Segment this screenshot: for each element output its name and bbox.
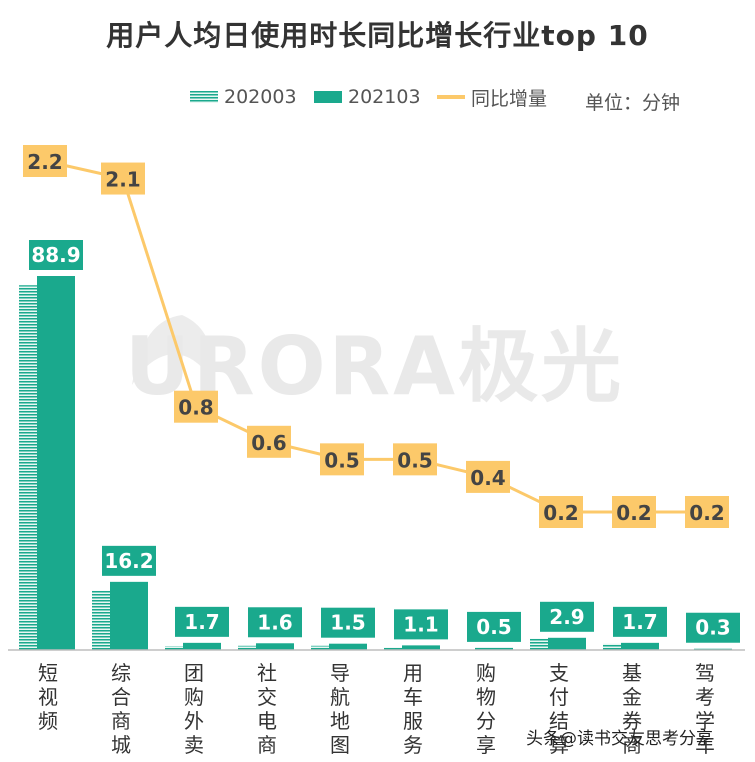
category-label-3: 社交电商 — [257, 661, 277, 757]
legend-swatch-202103 — [314, 91, 342, 103]
category-label-0: 短视频 — [38, 661, 58, 733]
bar-202003-2 — [165, 646, 183, 650]
bar-202103-4 — [329, 643, 367, 650]
bar-label-box-1 — [102, 545, 156, 576]
bar-value-label-9: 0.3 — [695, 616, 730, 640]
bar-202103-1 — [110, 581, 148, 650]
category-label-7: 支付结算 — [549, 661, 569, 757]
bar-value-label-4: 1.5 — [330, 611, 365, 635]
yoy-value-label-2: 0.8 — [178, 396, 213, 420]
yoy-value-label-8: 0.2 — [616, 501, 651, 525]
bar-202003-1 — [92, 590, 110, 650]
yoy-value-label-3: 0.6 — [251, 431, 286, 455]
legend-item-yoy: 同比增量 — [437, 84, 547, 110]
yoy-value-label-5: 0.5 — [397, 448, 432, 472]
bar-202103-2 — [183, 642, 221, 650]
legend-item-202003: 202003 — [190, 84, 297, 110]
bar-label-box-9 — [686, 612, 740, 643]
bar-label-box-7 — [540, 601, 594, 632]
legend-label-yoy: 同比增量 — [471, 87, 548, 110]
bar-202003-0 — [19, 285, 37, 650]
bar-label-box-2 — [175, 606, 229, 637]
bar-label-box-0 — [29, 240, 83, 270]
yoy-value-label-9: 0.2 — [689, 501, 724, 525]
yoy-label-box-6 — [466, 460, 510, 493]
bar-label-box-8 — [613, 606, 667, 637]
unit-label: 单位：分钟 — [585, 92, 681, 114]
bar-label-box-6 — [467, 611, 521, 642]
bar-202003-5 — [384, 647, 402, 650]
yoy-value-label-1: 2.1 — [105, 168, 140, 192]
legend-item-202103: 202103 — [314, 84, 421, 110]
bar-value-label-3: 1.6 — [257, 610, 292, 634]
category-label-4: 导航地图 — [330, 661, 350, 757]
bar-value-label-5: 1.1 — [403, 612, 438, 636]
bar-value-label-0: 88.9 — [31, 243, 80, 267]
category-label-8: 基金券商 — [622, 661, 642, 757]
bar-label-box-4 — [321, 607, 375, 638]
bar-202103-7 — [548, 637, 586, 650]
yoy-label-box-1 — [101, 162, 145, 195]
bar-202003-3 — [238, 645, 256, 650]
bar-202103-3 — [256, 643, 294, 650]
category-label-9: 驾考学车 — [695, 661, 715, 757]
yoy-label-box-9 — [685, 496, 729, 528]
yoy-value-label-7: 0.2 — [543, 501, 578, 525]
legend-label-202103: 202103 — [348, 86, 421, 108]
chart-title: 用户人均日使用时长同比增长行业top 10 — [106, 19, 649, 52]
yoy-label-box-5 — [393, 443, 437, 476]
yoy-value-label-0: 2.2 — [27, 150, 62, 174]
bar-202003-7 — [530, 638, 548, 650]
bar-202103-5 — [402, 645, 440, 650]
bar-label-box-3 — [248, 607, 302, 638]
bar-202103-8 — [621, 642, 659, 650]
bar-202103-0 — [37, 276, 75, 650]
yoy-value-label-4: 0.5 — [324, 448, 359, 472]
category-label-6: 购物分享 — [476, 661, 496, 757]
yoy-value-label-6: 0.4 — [470, 466, 505, 490]
bar-value-label-7: 2.9 — [549, 605, 584, 629]
bar-value-label-6: 0.5 — [476, 615, 511, 639]
yoy-label-box-3 — [247, 425, 291, 458]
bar-202003-8 — [603, 643, 621, 650]
category-label-2: 团购外卖 — [184, 661, 204, 757]
bar-202103-6 — [475, 647, 513, 650]
credit-text: 头条@读书交友思考分享 — [526, 729, 713, 749]
yoy-line — [44, 159, 707, 514]
yoy-label-box-8 — [612, 496, 656, 528]
watermark-logo-icon — [132, 315, 213, 385]
legend-swatch-202003 — [190, 91, 218, 103]
bar-value-label-8: 1.7 — [622, 610, 657, 634]
legend-label-202003: 202003 — [224, 86, 297, 108]
bar-value-label-1: 16.2 — [104, 549, 153, 573]
bar-value-label-2: 1.7 — [184, 610, 219, 634]
category-label-1: 综合商城 — [111, 661, 131, 757]
bar-label-box-5 — [394, 609, 448, 640]
yoy-label-box-2 — [174, 390, 218, 423]
bar-202003-4 — [311, 645, 329, 650]
yoy-label-box-4 — [320, 443, 364, 476]
yoy-label-box-0 — [23, 145, 67, 177]
legend-swatch-yoy — [437, 95, 465, 99]
yoy-label-box-7 — [539, 496, 583, 528]
category-label-5: 用车服务 — [403, 661, 423, 757]
